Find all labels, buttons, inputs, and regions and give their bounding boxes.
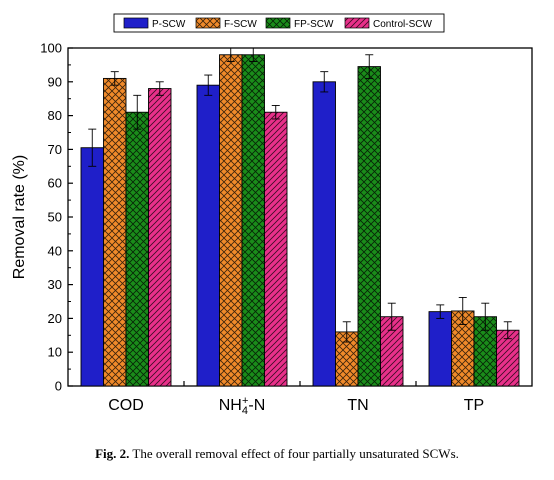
bars — [80, 47, 520, 387]
y-tick-label: 40 — [48, 243, 62, 258]
legend-label: P-SCW — [152, 19, 186, 30]
y-tick-label: 30 — [48, 277, 62, 292]
legend-label: Control-SCW — [373, 19, 432, 30]
y-axis-title: Removal rate (%) — [11, 155, 28, 279]
bar-pattern — [219, 54, 242, 386]
bar-pattern — [358, 66, 381, 386]
legend-swatch-pattern — [266, 18, 290, 28]
y-tick-label: 70 — [48, 142, 62, 157]
legend-label: FP-SCW — [294, 19, 334, 30]
bar-pattern — [451, 310, 474, 386]
bar — [428, 311, 452, 387]
bar-chart: P-SCW F-SCW FP-SCW Control-SCW 0 10 20 30 40 50 6… — [11, 13, 533, 417]
x-tick-label: COD — [108, 397, 144, 414]
y-tick-label: 50 — [48, 210, 62, 225]
bar-pattern — [126, 112, 149, 386]
y-tick-label: 0 — [55, 379, 62, 394]
bar — [196, 84, 220, 387]
bar-pattern — [148, 88, 171, 386]
bar — [80, 147, 104, 387]
figure-caption: Fig. 2. The overall removal effect of fo… — [0, 446, 554, 462]
caption-label: Fig. 2. — [95, 446, 130, 461]
legend-swatch-pattern — [345, 18, 369, 28]
y-tick-label: 60 — [48, 176, 62, 191]
x-tick-label: TN — [347, 397, 368, 414]
y-tick-label: 20 — [48, 311, 62, 326]
legend-label: F-SCW — [224, 19, 257, 30]
y-tick-label: 10 — [48, 345, 62, 360]
legend-swatch — [123, 17, 149, 29]
y-axis: 0 10 20 30 40 50 60 70 80 90 100 — [40, 41, 73, 394]
bar-pattern — [380, 316, 403, 386]
y-tick-label: 80 — [48, 108, 62, 123]
x-tick-label: NH4+-N — [219, 395, 266, 417]
bar — [312, 81, 336, 387]
bar-pattern — [496, 330, 519, 386]
bar-pattern — [264, 112, 287, 386]
bar-pattern — [242, 54, 265, 386]
x-tick-label: TP — [464, 397, 484, 414]
legend-swatch-pattern — [196, 18, 220, 28]
legend: P-SCW F-SCW FP-SCW Control-SCW — [113, 13, 445, 33]
caption-text: The overall removal effect of four parti… — [129, 446, 459, 461]
y-tick-label: 100 — [40, 41, 62, 56]
bar-pattern — [103, 78, 126, 387]
bar-pattern — [474, 316, 497, 386]
bar-pattern — [335, 331, 358, 386]
x-axis: COD NH4+-N TN TP — [108, 381, 484, 417]
y-tick-label: 90 — [48, 74, 62, 89]
